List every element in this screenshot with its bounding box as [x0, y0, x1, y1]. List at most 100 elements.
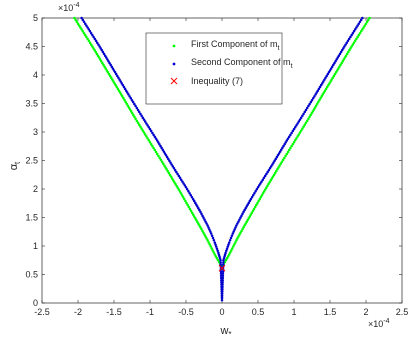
data-point [117, 89, 121, 92]
legend-label-second-component: Second Component of mt [191, 57, 293, 70]
data-point [254, 190, 257, 193]
data-point [327, 83, 330, 87]
data-point [184, 186, 188, 189]
data-point [282, 144, 285, 148]
data-point [146, 137, 149, 140]
data-point [89, 31, 93, 35]
series-2 [218, 264, 226, 272]
data-point [148, 127, 152, 131]
data-point [289, 146, 292, 150]
data-point [261, 192, 265, 195]
data-point [137, 110, 141, 114]
y-tick-label: 2 [33, 184, 38, 194]
data-point [213, 241, 217, 244]
data-point [137, 123, 141, 126]
data-point [203, 218, 206, 221]
data-point [240, 214, 243, 217]
data-point [211, 236, 215, 240]
data-point [201, 229, 204, 233]
data-point [251, 209, 255, 213]
data-point [356, 24, 359, 27]
data-point [240, 229, 243, 233]
data-point [334, 71, 338, 74]
legend-marker-second-component [172, 62, 176, 66]
data-point [336, 56, 339, 59]
data-point [135, 119, 139, 123]
data-point [224, 251, 227, 255]
data-point [260, 180, 263, 183]
data-point [183, 184, 187, 187]
data-point [103, 65, 106, 69]
data-point [330, 78, 333, 81]
data-point [227, 241, 231, 244]
data-point [358, 31, 362, 35]
data-point [200, 227, 203, 231]
data-point [83, 22, 87, 25]
data-point [311, 97, 315, 100]
data-point [163, 164, 166, 167]
data-point [220, 292, 224, 295]
legend: First Component of mt Second Component o… [145, 32, 293, 105]
data-point [339, 50, 343, 54]
data-point [199, 210, 202, 214]
data-point [233, 228, 236, 231]
data-point [355, 26, 358, 29]
y-tick-label: 1 [33, 241, 38, 251]
data-point [75, 20, 79, 24]
data-point [163, 152, 167, 155]
data-point [222, 263, 225, 266]
data-point [276, 168, 279, 171]
x-axis-label: w* [219, 325, 231, 339]
data-point [227, 243, 230, 246]
data-point [308, 102, 311, 106]
data-point [251, 194, 255, 197]
x-tick-label: -1 [146, 307, 154, 317]
data-point [291, 129, 295, 133]
data-point [126, 91, 129, 94]
marker-stroke [218, 264, 226, 272]
legend-label-inequality: Inequality (7) [191, 76, 243, 86]
data-point [290, 144, 293, 148]
data-point [358, 20, 362, 24]
data-point [159, 144, 162, 148]
data-point [255, 188, 259, 191]
data-point [153, 135, 157, 138]
data-point [342, 47, 345, 50]
data-point [126, 104, 130, 107]
data-point [168, 173, 172, 177]
data-point [180, 194, 184, 197]
data-point [203, 233, 206, 236]
data-point [225, 249, 228, 253]
data-point [97, 43, 100, 46]
data-point [353, 39, 357, 43]
data-point [214, 245, 218, 248]
data-point [267, 168, 271, 172]
data-point [142, 131, 146, 134]
data-point [289, 133, 292, 137]
data-point [221, 283, 224, 286]
data-point [261, 178, 265, 181]
data-point [83, 33, 87, 37]
data-point [142, 118, 146, 121]
data-point [81, 18, 85, 22]
data-point [104, 67, 107, 70]
data-point [91, 33, 94, 37]
data-point [114, 83, 117, 87]
data-point [135, 106, 139, 110]
data-point [309, 113, 312, 117]
data-point [210, 247, 213, 250]
data-point [209, 230, 212, 233]
data-point [270, 177, 274, 180]
data-point [350, 33, 353, 37]
data-point [344, 54, 348, 57]
data-point [225, 247, 229, 250]
data-point [208, 228, 211, 231]
data-point [308, 115, 311, 119]
data-point [275, 155, 279, 159]
data-point [164, 166, 167, 169]
data-point [230, 234, 234, 237]
data-point [331, 76, 335, 80]
data-point [284, 154, 287, 158]
data-point [171, 165, 175, 168]
